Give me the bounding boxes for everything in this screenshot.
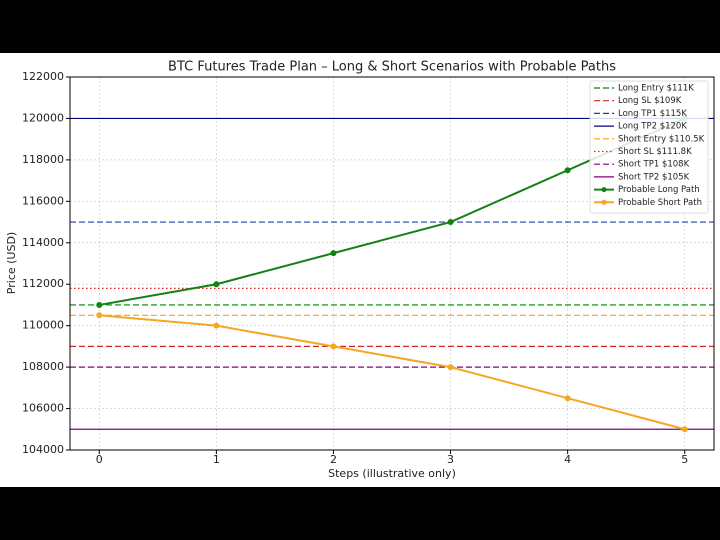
x-tick-label: 3 xyxy=(447,453,454,466)
y-tick-label: 120000 xyxy=(22,111,64,124)
legend-marker xyxy=(601,187,607,193)
y-axis-label: Price (USD) xyxy=(5,232,18,294)
legend-label: Short TP1 $108K xyxy=(618,160,690,170)
data-point xyxy=(330,250,337,257)
legend-label: Long TP2 $120K xyxy=(618,122,687,132)
legend-label: Long Entry $111K xyxy=(618,84,694,94)
x-tick-label: 5 xyxy=(681,453,688,466)
legend-box xyxy=(589,80,709,214)
data-point xyxy=(447,219,454,226)
line-path xyxy=(99,314,685,431)
legend-label: Probable Long Path xyxy=(618,185,700,195)
y-tick-label: 112000 xyxy=(22,277,64,290)
x-tick-label: 2 xyxy=(330,453,337,466)
y-tick-label: 110000 xyxy=(22,319,64,332)
x-axis-label: Steps (illustrative only) xyxy=(328,467,456,480)
legend-label: Long SL $109K xyxy=(618,96,682,106)
x-tick-label: 4 xyxy=(564,453,571,466)
y-tick-label: 108000 xyxy=(22,360,64,373)
y-tick-label: 122000 xyxy=(22,70,64,83)
legend-label: Probable Short Path xyxy=(618,198,702,208)
y-tick-label: 104000 xyxy=(22,443,64,456)
legend-label: Short SL $111.8K xyxy=(618,147,692,157)
data-point xyxy=(681,426,688,433)
data-point xyxy=(447,364,454,371)
data-point xyxy=(564,167,571,174)
y-tick-label: 106000 xyxy=(22,402,64,415)
legend-label: Long TP1 $115K xyxy=(618,109,687,119)
y-tick-label: 118000 xyxy=(22,153,64,166)
data-point xyxy=(213,322,220,329)
data-point xyxy=(330,343,337,350)
y-tick-label: 116000 xyxy=(22,194,64,207)
data-point xyxy=(96,312,103,319)
data-point xyxy=(96,301,103,308)
legend-label: Short TP2 $105K xyxy=(618,172,690,182)
chart-title: BTC Futures Trade Plan – Long & Short Sc… xyxy=(168,60,616,75)
data-point xyxy=(564,395,571,402)
data-point xyxy=(213,281,220,288)
x-tick-label: 1 xyxy=(213,453,220,466)
y-tick-label: 114000 xyxy=(22,236,64,249)
legend-label: Short Entry $110.5K xyxy=(618,134,705,144)
legend-marker xyxy=(601,199,607,205)
line-path xyxy=(99,117,686,306)
plot-frame xyxy=(69,76,715,451)
x-tick-label: 0 xyxy=(96,453,103,466)
